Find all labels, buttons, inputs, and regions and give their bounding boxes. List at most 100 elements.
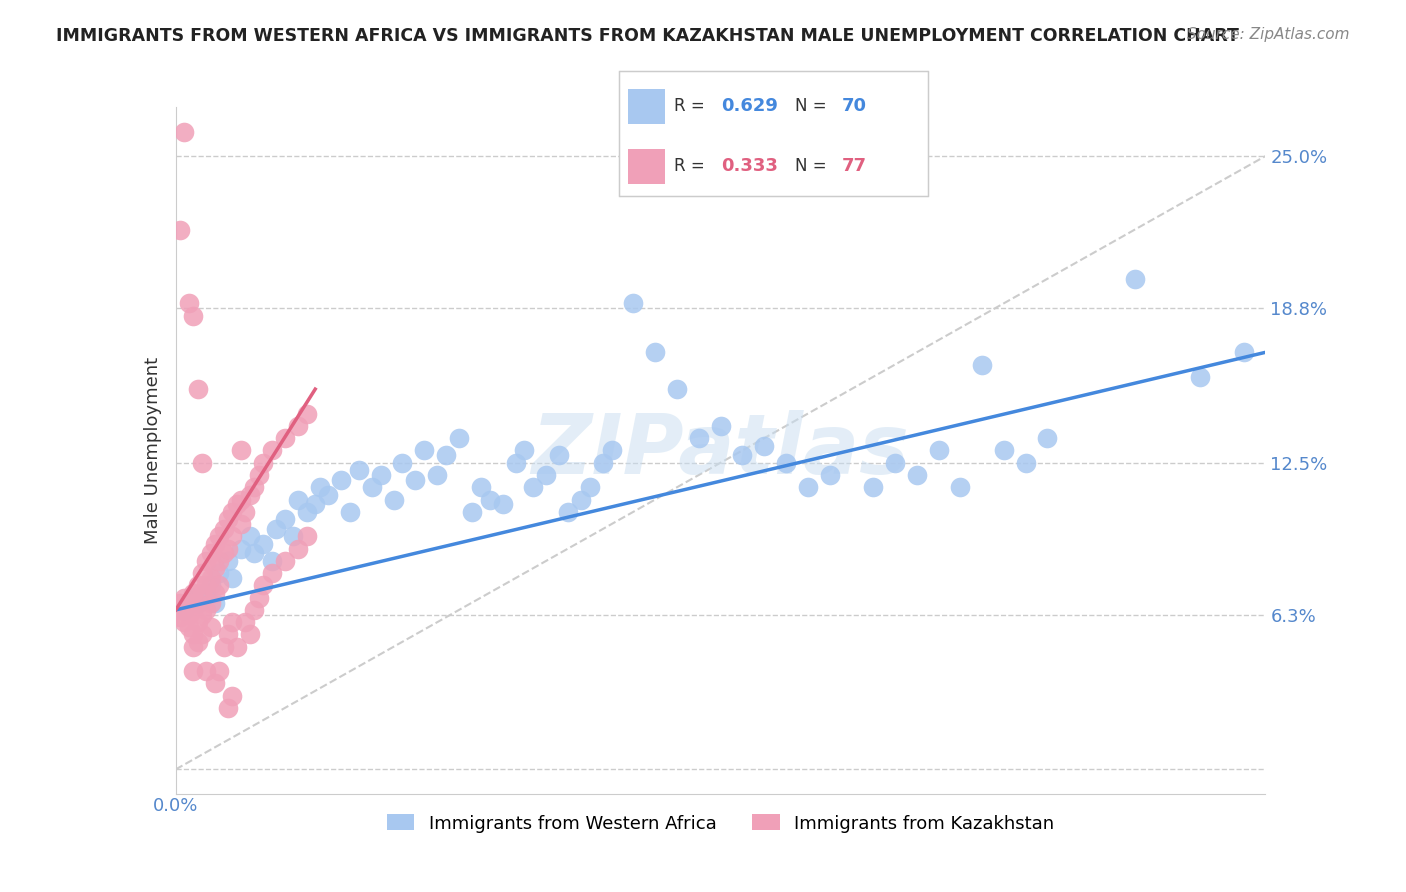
Point bbox=[177, 596, 200, 610]
Point bbox=[191, 627, 214, 641]
Point bbox=[513, 443, 536, 458]
Point bbox=[217, 701, 239, 715]
Y-axis label: Male Unemployment: Male Unemployment bbox=[143, 357, 162, 544]
Point bbox=[221, 615, 243, 630]
Point bbox=[928, 443, 950, 458]
Point bbox=[1015, 456, 1038, 470]
Point bbox=[177, 296, 200, 310]
Point bbox=[505, 456, 527, 470]
Point bbox=[217, 554, 239, 568]
Point bbox=[181, 591, 204, 605]
Point bbox=[905, 467, 928, 482]
Point bbox=[993, 443, 1015, 458]
Point bbox=[208, 566, 231, 581]
Text: N =: N = bbox=[794, 97, 832, 115]
Point bbox=[295, 529, 318, 543]
Point bbox=[195, 664, 218, 679]
Point bbox=[221, 571, 243, 585]
Point bbox=[173, 591, 195, 605]
Point bbox=[195, 586, 218, 600]
Point bbox=[186, 635, 209, 649]
Point bbox=[252, 537, 274, 551]
Point bbox=[225, 640, 247, 654]
Point bbox=[1036, 431, 1059, 445]
Point bbox=[1232, 345, 1256, 359]
Point bbox=[200, 571, 222, 585]
Point bbox=[287, 419, 309, 434]
Point bbox=[862, 480, 884, 494]
Point bbox=[173, 125, 195, 139]
Point bbox=[391, 456, 413, 470]
Point bbox=[330, 473, 353, 487]
Point bbox=[195, 603, 218, 617]
Point bbox=[461, 505, 484, 519]
Point bbox=[239, 627, 262, 641]
Point bbox=[492, 498, 515, 512]
Point bbox=[283, 529, 305, 543]
Point bbox=[569, 492, 592, 507]
Point bbox=[295, 505, 318, 519]
Point bbox=[295, 407, 318, 421]
Point bbox=[243, 546, 266, 561]
Point bbox=[243, 480, 266, 494]
Point bbox=[221, 689, 243, 703]
Point bbox=[318, 487, 340, 501]
Point bbox=[775, 456, 797, 470]
Point bbox=[264, 522, 287, 536]
Point bbox=[181, 309, 204, 323]
Point bbox=[818, 467, 841, 482]
Point bbox=[260, 443, 283, 458]
Text: 0.629: 0.629 bbox=[721, 97, 778, 115]
Point bbox=[204, 537, 226, 551]
Point bbox=[235, 615, 257, 630]
Point bbox=[243, 603, 266, 617]
Point bbox=[247, 591, 270, 605]
Point bbox=[186, 578, 209, 592]
Point bbox=[181, 603, 204, 617]
Point bbox=[347, 463, 370, 477]
Point bbox=[470, 480, 492, 494]
Point bbox=[217, 541, 239, 556]
Point bbox=[382, 492, 405, 507]
Point bbox=[204, 596, 226, 610]
Point bbox=[177, 620, 200, 634]
Point bbox=[208, 578, 231, 592]
Point bbox=[217, 627, 239, 641]
Point bbox=[478, 492, 501, 507]
Point bbox=[884, 456, 907, 470]
Point bbox=[239, 487, 262, 501]
Point bbox=[1123, 271, 1146, 285]
Point bbox=[221, 505, 243, 519]
Point bbox=[212, 522, 235, 536]
Point bbox=[200, 620, 222, 634]
Point bbox=[177, 607, 200, 622]
Point bbox=[405, 473, 427, 487]
Point bbox=[208, 664, 231, 679]
Point bbox=[200, 596, 222, 610]
Point bbox=[195, 578, 218, 592]
Point bbox=[754, 439, 776, 453]
Point bbox=[186, 596, 209, 610]
Point bbox=[231, 517, 253, 532]
Text: ZIPatlas: ZIPatlas bbox=[531, 410, 910, 491]
Point bbox=[212, 640, 235, 654]
Point bbox=[217, 512, 239, 526]
Point bbox=[252, 456, 274, 470]
Point bbox=[186, 382, 209, 396]
Point bbox=[370, 467, 392, 482]
Point bbox=[548, 449, 571, 463]
Point bbox=[181, 664, 204, 679]
Point bbox=[579, 480, 602, 494]
Point bbox=[949, 480, 972, 494]
Point bbox=[186, 596, 209, 610]
Point bbox=[231, 492, 253, 507]
Point bbox=[260, 566, 283, 581]
Point bbox=[181, 586, 204, 600]
Point bbox=[600, 443, 623, 458]
Text: 0.333: 0.333 bbox=[721, 157, 778, 175]
Point bbox=[191, 566, 214, 581]
Text: R =: R = bbox=[675, 157, 710, 175]
Point bbox=[173, 603, 195, 617]
Point bbox=[252, 578, 274, 592]
Point bbox=[204, 676, 226, 690]
